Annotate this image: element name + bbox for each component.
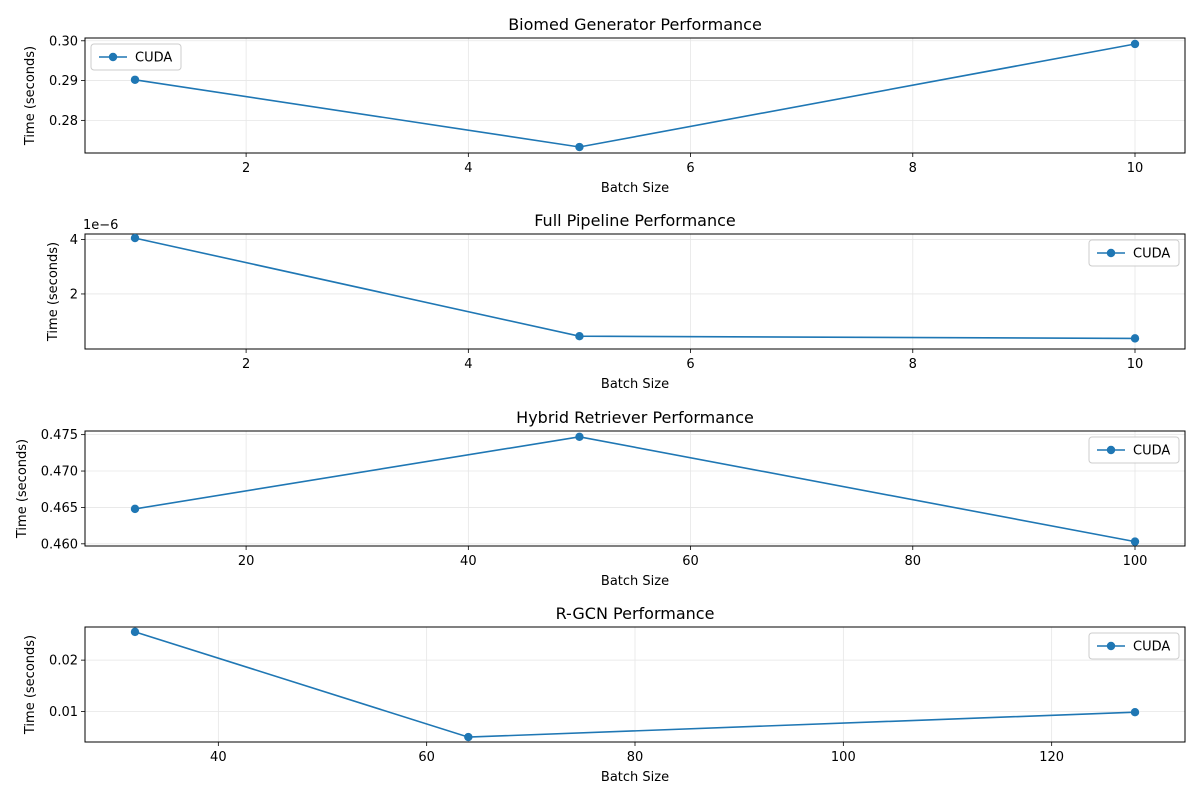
- y-tick-label: 4: [70, 233, 78, 248]
- x-tick-label: 4: [464, 357, 472, 372]
- y-axis-label: Time (seconds): [15, 439, 30, 539]
- legend-box: [1088, 436, 1180, 464]
- subplot-4: 40 60 80 100 120 0.01 0.02 R-GCN Performance Bat…: [23, 604, 1186, 785]
- legend-label: CUDA: [1133, 640, 1170, 655]
- x-tick-label: 2: [242, 357, 250, 372]
- chart-title: Full Pipeline Performance: [534, 211, 736, 230]
- data-point: [1130, 537, 1140, 546]
- x-tick-label: 20: [238, 554, 255, 569]
- legend-label: CUDA: [1133, 444, 1170, 459]
- y-axis-label: Time (seconds): [23, 46, 38, 146]
- data-point: [1130, 39, 1140, 49]
- axes-frame: [84, 233, 1186, 350]
- x-axis-label: Batch Size: [601, 770, 669, 785]
- data-point: [575, 331, 584, 341]
- x-tick-label: 60: [418, 750, 435, 765]
- legend-marker: [1106, 641, 1116, 651]
- x-tick-label: 10: [1127, 357, 1144, 372]
- data-point: [1130, 708, 1140, 717]
- y-tick-label: 2: [70, 287, 78, 302]
- y-tick-label: 0.465: [41, 501, 78, 516]
- chart-title: Hybrid Retriever Performance: [516, 408, 754, 427]
- series-line-cuda: [134, 43, 1136, 148]
- legend: CUDA: [90, 43, 182, 71]
- x-tick-label: 10: [1127, 161, 1144, 176]
- data-point: [575, 432, 584, 442]
- chart-title: R-GCN Performance: [556, 604, 715, 623]
- y-tick-label: 0.01: [49, 705, 78, 720]
- y-tick-label: 0.02: [49, 654, 78, 669]
- legend: CUDA: [1088, 436, 1180, 464]
- x-tick-label: 6: [686, 161, 694, 176]
- legend-label: CUDA: [1133, 247, 1170, 262]
- data-point: [575, 142, 584, 152]
- x-tick-label: 80: [627, 750, 644, 765]
- x-tick-label: 6: [686, 357, 694, 372]
- x-tick-label: 100: [831, 750, 856, 765]
- data-point: [130, 75, 140, 84]
- y-tick-label: 0.475: [41, 428, 78, 443]
- subplot-2: 2 4 6 8 10 2 4 1e−6 Full Pipeline Performance Bat…: [46, 211, 1186, 392]
- x-tick-label: 8: [909, 357, 917, 372]
- y-axis-label: Time (seconds): [23, 635, 38, 735]
- y-tick-label: 0.29: [49, 74, 78, 89]
- x-tick-label: 120: [1039, 750, 1064, 765]
- legend-box: [1088, 239, 1180, 267]
- x-axis-label: Batch Size: [601, 574, 669, 589]
- y-offset-text: 1e−6: [83, 218, 118, 233]
- x-tick-label: 40: [210, 750, 227, 765]
- data-point: [130, 627, 140, 637]
- legend-marker: [108, 52, 118, 62]
- legend-marker: [1106, 248, 1116, 258]
- x-tick-label: 8: [909, 161, 917, 176]
- data-point: [464, 732, 473, 742]
- series-line-cuda: [134, 237, 1136, 340]
- legend-box: [90, 43, 182, 71]
- subplot-1: 2 4 6 8 10 0.28 0.29 0.30 Biomed Generator Perfo…: [23, 15, 1186, 196]
- x-axis-label: Batch Size: [601, 377, 669, 392]
- y-tick-label: 0.460: [41, 537, 78, 552]
- y-tick-label: 0.30: [49, 34, 78, 49]
- chart-title: Biomed Generator Performance: [508, 15, 762, 34]
- y-tick-label: 0.28: [49, 114, 78, 129]
- axes-frame: [84, 626, 1186, 743]
- y-tick-label: 0.470: [41, 465, 78, 480]
- legend: CUDA: [1088, 239, 1180, 267]
- legend-label: CUDA: [135, 51, 172, 66]
- x-tick-label: 4: [464, 161, 472, 176]
- y-axis-label: Time (seconds): [46, 242, 61, 342]
- data-point: [130, 504, 140, 514]
- axes-frame: [84, 37, 1186, 154]
- x-axis-label: Batch Size: [601, 181, 669, 196]
- subplot-3: 20 40 60 80 100 0.460 0.465 0.470 0.475 Hybrid Re…: [15, 408, 1186, 589]
- x-tick-label: 2: [242, 161, 250, 176]
- axes-frame: [84, 430, 1186, 547]
- legend: CUDA: [1088, 632, 1180, 660]
- x-tick-label: 60: [682, 554, 699, 569]
- legend-marker: [1106, 445, 1116, 455]
- x-tick-label: 40: [460, 554, 477, 569]
- x-tick-label: 100: [1123, 554, 1148, 569]
- series-line-cuda: [134, 435, 1136, 543]
- x-tick-label: 80: [905, 554, 922, 569]
- legend-box: [1088, 632, 1180, 660]
- data-point: [130, 233, 140, 243]
- data-point: [1130, 334, 1140, 343]
